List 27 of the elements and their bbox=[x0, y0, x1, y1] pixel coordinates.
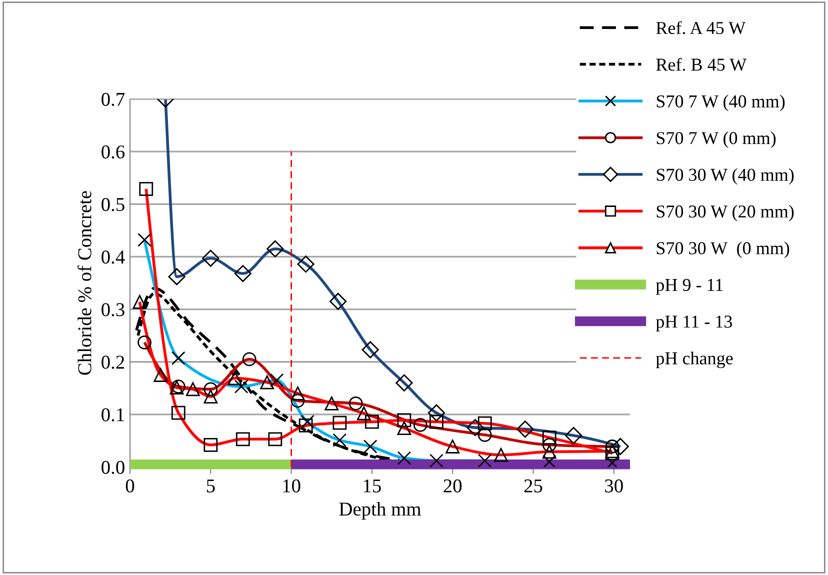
x-tick-label: 25 bbox=[524, 479, 542, 492]
legend-label: S70 7 W (40 mm) bbox=[656, 94, 785, 112]
y-axis-title: Chloride % of Concrete bbox=[77, 191, 92, 375]
y-tick-label: 0.3 bbox=[102, 303, 124, 316]
legend-label: S70 30 W (0 mm) bbox=[656, 242, 790, 258]
legend-label: pH 9 - 11 bbox=[656, 278, 723, 295]
x-tick-label: 30 bbox=[605, 479, 623, 492]
legend-label: S70 7 W (0 mm) bbox=[656, 131, 776, 148]
x-tick-label: 20 bbox=[444, 479, 462, 492]
y-tick-label: 0.5 bbox=[102, 198, 124, 212]
legend-label: S70 30 W (40 mm) bbox=[656, 168, 794, 185]
x-tick-label: 15 bbox=[364, 479, 381, 492]
x-tick-label: 0 bbox=[126, 479, 134, 492]
legend-label: S70 30 W (20 mm) bbox=[656, 204, 794, 222]
legend-label: pH change bbox=[656, 352, 733, 368]
y-tick-label: 0.0 bbox=[102, 460, 124, 474]
y-tick-label: 0.2 bbox=[102, 356, 124, 369]
y-tick-label: 0.7 bbox=[102, 92, 125, 106]
x-tick-label: 10 bbox=[283, 479, 300, 492]
legend-label: pH 11 - 13 bbox=[656, 316, 732, 332]
y-tick-label: 0.4 bbox=[102, 250, 125, 264]
y-tick-label: 0.1 bbox=[102, 408, 124, 422]
legend-label: Ref. A 45 W bbox=[656, 21, 746, 34]
legend-label: Ref. B 45 W bbox=[656, 58, 747, 71]
x-axis-title: Depth mm bbox=[339, 502, 422, 520]
x-tick-label: 5 bbox=[206, 480, 215, 492]
y-tick-label: 0.6 bbox=[102, 145, 125, 159]
